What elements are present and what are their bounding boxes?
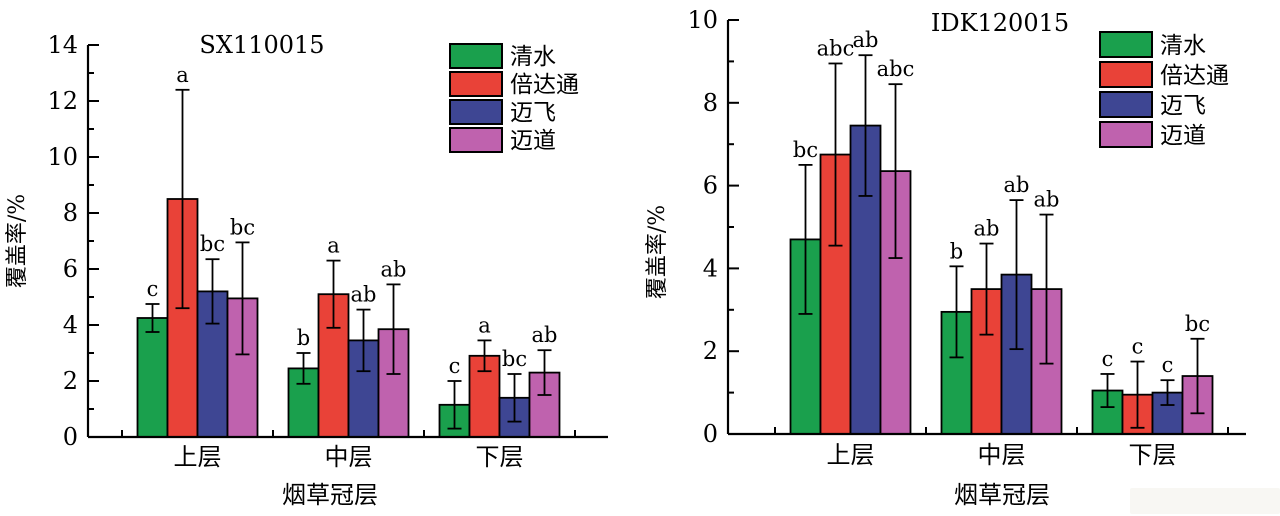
y-tick-label: 14: [47, 31, 78, 59]
sig-letter: abc: [877, 57, 915, 81]
sig-letter: c: [1132, 335, 1144, 359]
sig-letter: ab: [1004, 173, 1030, 197]
legend-label: 清水: [1160, 33, 1206, 59]
legend-swatch: [449, 43, 503, 69]
chart-title: IDK120015: [931, 9, 1069, 37]
category-label: 中层: [978, 441, 1026, 469]
sig-letter: bc: [793, 138, 818, 162]
category-label: 上层: [827, 441, 875, 469]
sig-letter: bc: [230, 215, 255, 239]
sig-letter: b: [297, 326, 310, 350]
watermark: [1130, 488, 1280, 514]
legend-swatch: [1099, 121, 1153, 148]
x-axis-title: 烟草冠层: [282, 481, 378, 509]
y-tick-label: 4: [703, 254, 718, 282]
sig-letter: abc: [817, 36, 855, 60]
x-axis-title: 烟草冠层: [954, 481, 1050, 509]
y-tick-label: 0: [703, 420, 718, 448]
y-tick-label: 2: [63, 367, 78, 395]
legend-swatch: [1099, 31, 1153, 58]
sig-letter: a: [478, 313, 491, 337]
sig-letter: b: [950, 239, 963, 263]
sig-letter: bc: [200, 232, 225, 256]
category-label: 下层: [1129, 441, 1177, 469]
sig-letter: a: [327, 234, 340, 258]
y-tick-label: 10: [687, 6, 718, 34]
y-tick-label: 6: [63, 255, 78, 283]
category-label: 下层: [476, 443, 524, 471]
y-tick-label: 0: [63, 423, 78, 451]
sig-letter: c: [1162, 353, 1174, 377]
y-tick-label: 12: [47, 87, 78, 115]
legend-label: 迈飞: [510, 100, 556, 126]
legend-swatch: [1099, 61, 1153, 88]
y-axis-title: 覆盖率/%: [5, 194, 30, 288]
sig-letter: ab: [532, 323, 558, 347]
legend-swatch: [449, 127, 503, 153]
chart-title: SX110015: [199, 31, 324, 59]
legend-swatch: [1099, 91, 1153, 118]
legend-swatch: [449, 99, 503, 125]
y-tick-label: 4: [63, 311, 78, 339]
sig-letter: ab: [853, 28, 879, 52]
y-tick-label: 2: [703, 337, 718, 365]
legend-label: 倍达通: [510, 72, 579, 98]
y-tick-label: 8: [703, 89, 718, 117]
y-tick-label: 10: [47, 143, 78, 171]
sig-letter: bc: [1185, 312, 1210, 336]
legend-label: 迈道: [510, 128, 556, 154]
legend-label: 清水: [510, 44, 556, 70]
sig-letter: ab: [381, 257, 407, 281]
sig-letter: ab: [351, 283, 377, 307]
sig-letter: bc: [502, 347, 527, 371]
category-label: 中层: [325, 443, 373, 471]
sig-letter: c: [449, 354, 461, 378]
legend-label: 倍达通: [1160, 63, 1229, 89]
sig-letter: ab: [1034, 188, 1060, 212]
sig-letter: c: [1102, 347, 1114, 371]
sig-letter: c: [147, 277, 159, 301]
category-label: 上层: [174, 443, 222, 471]
bar: [136, 317, 169, 438]
y-tick-label: 6: [703, 172, 718, 200]
legend-swatch: [449, 71, 503, 97]
legend-label: 迈飞: [1160, 93, 1206, 119]
legend-label: 迈道: [1160, 123, 1206, 149]
sig-letter: a: [176, 63, 189, 87]
y-axis-title: 覆盖率/%: [645, 205, 670, 299]
y-tick-label: 8: [63, 199, 78, 227]
sig-letter: ab: [974, 217, 1000, 241]
